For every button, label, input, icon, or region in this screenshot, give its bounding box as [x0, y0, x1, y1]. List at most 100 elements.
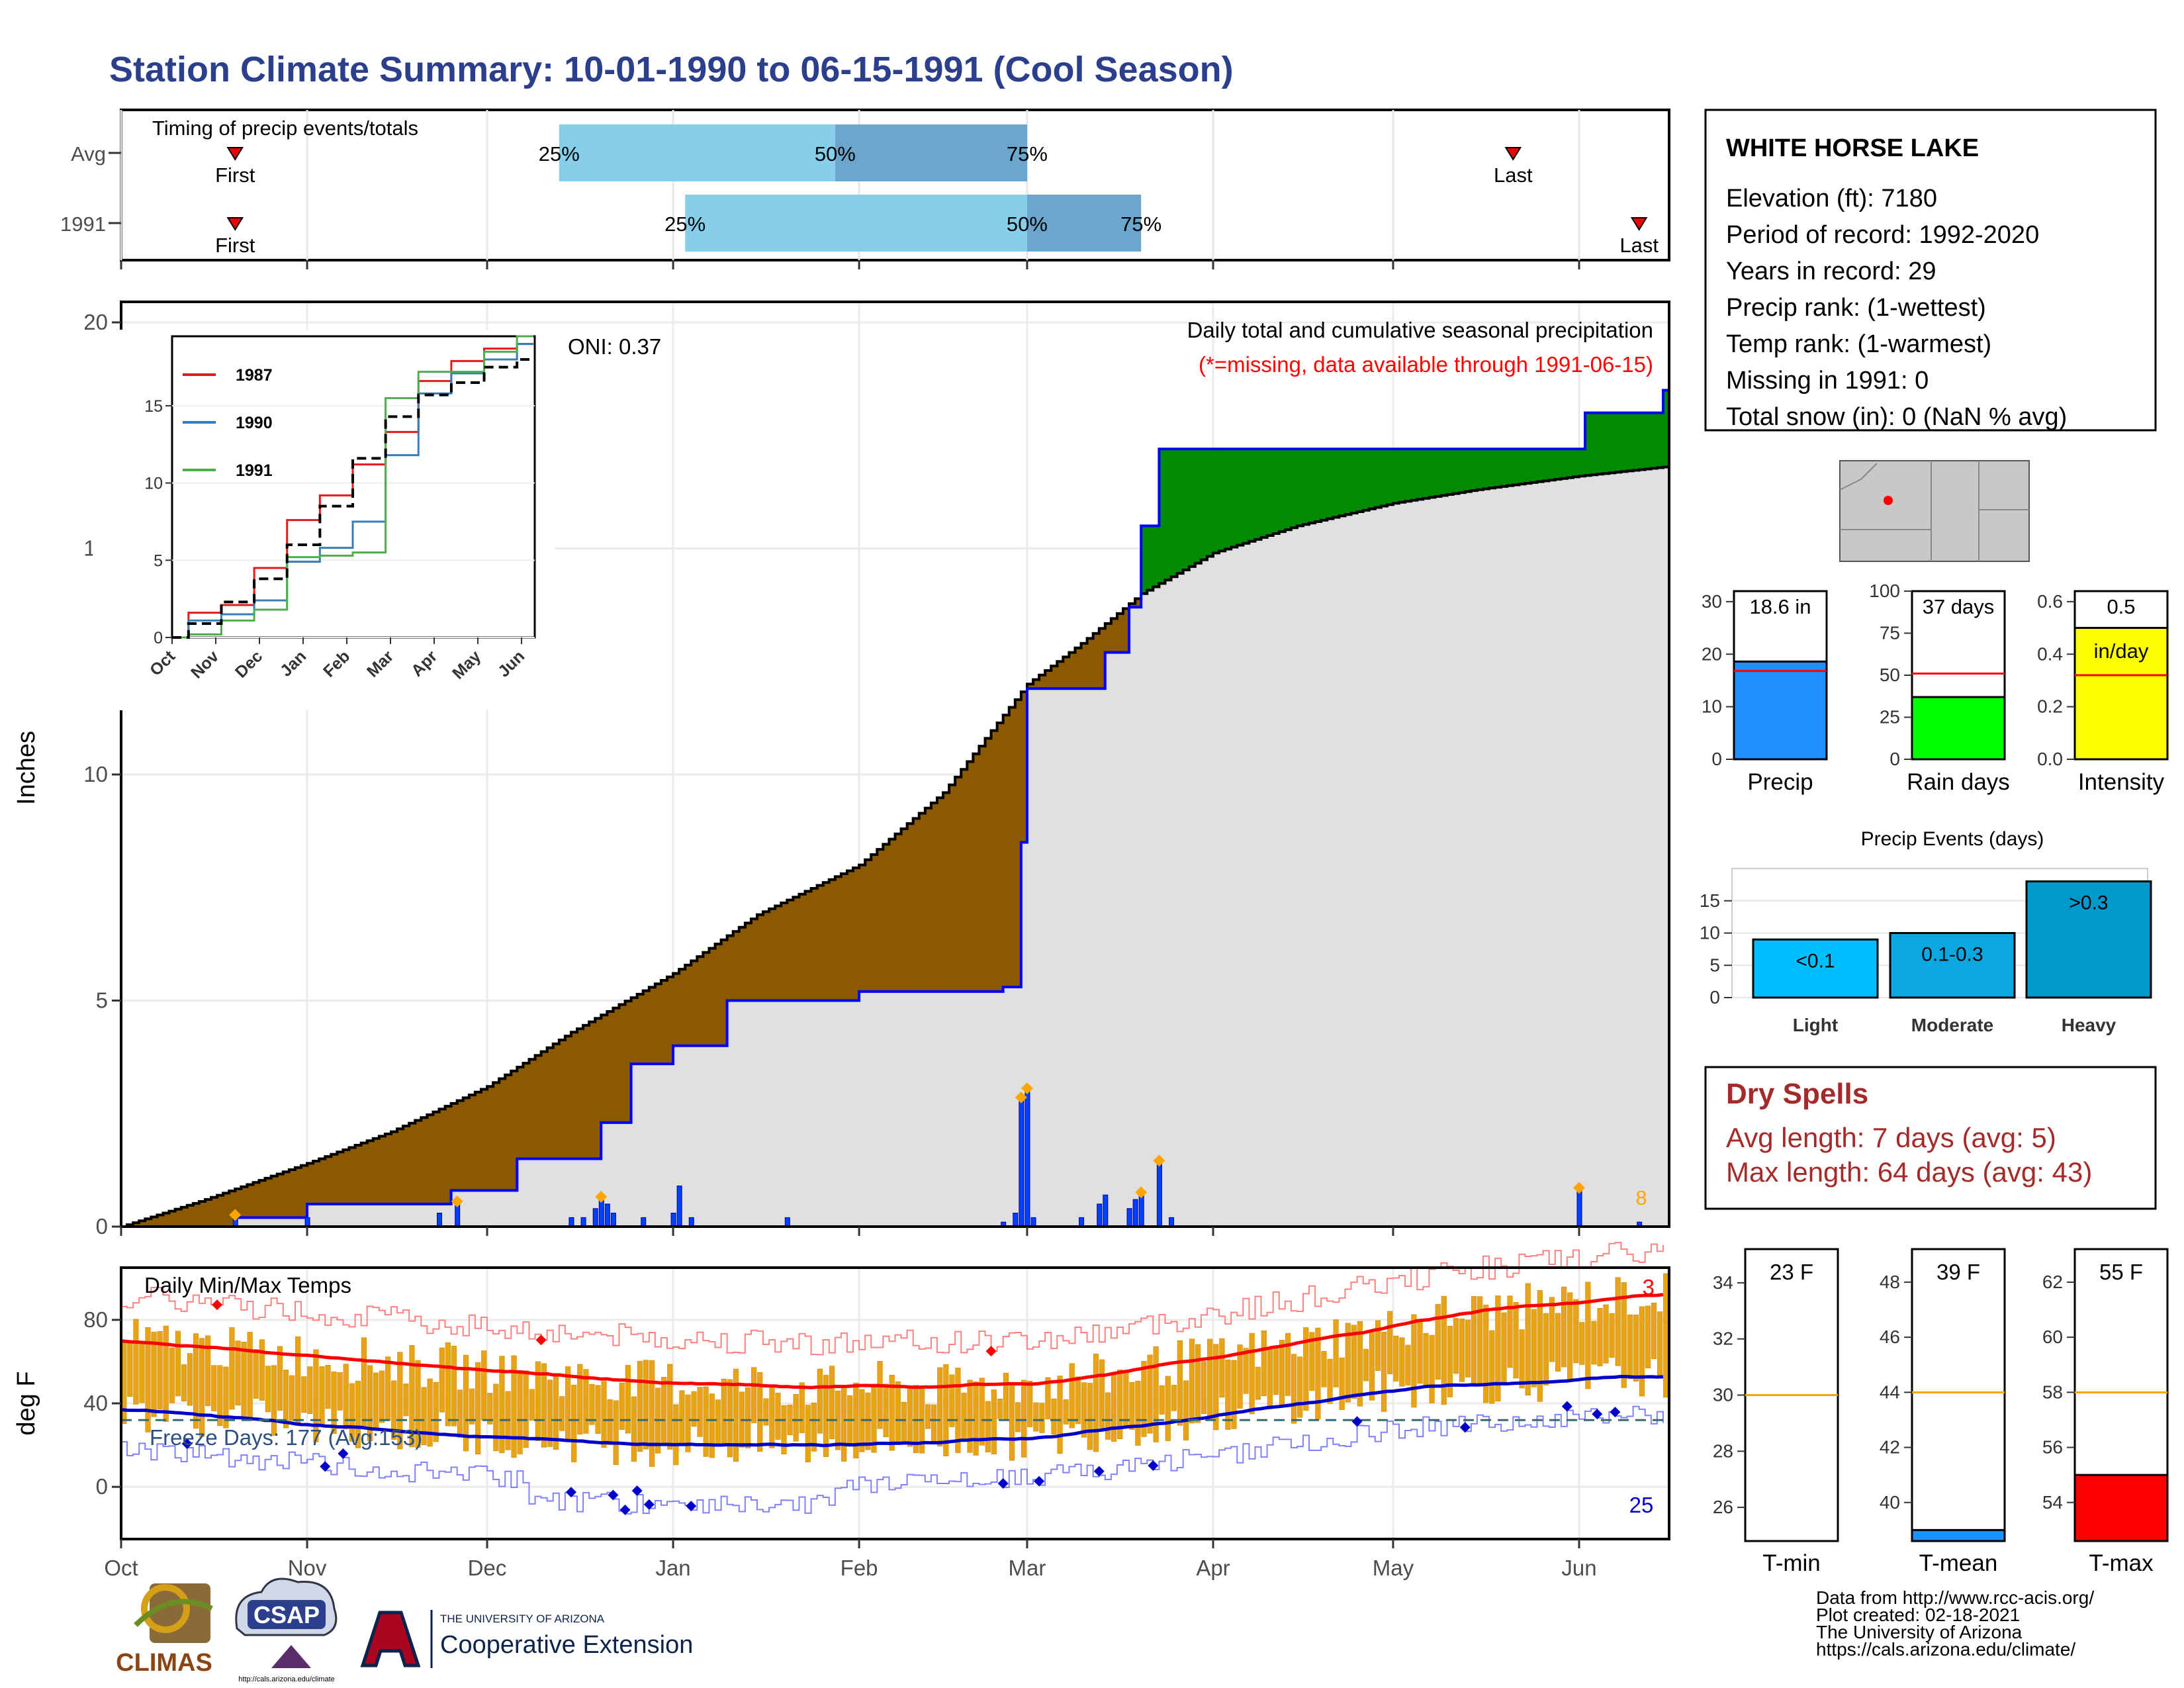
temp-summary-label: T-max [2089, 1550, 2154, 1576]
daily-temp-bar [493, 1383, 499, 1452]
deficit-area-segment [265, 1178, 272, 1218]
deficit-area-segment [607, 1011, 614, 1123]
deficit-area-segment [660, 980, 668, 1064]
daily-temp-bar [523, 1370, 529, 1448]
daily-temp-bar [1201, 1361, 1207, 1415]
deficit-area-segment [133, 1223, 140, 1227]
precip-event-marker [1573, 1182, 1586, 1194]
temp-summary-y-tick-label: 42 [1880, 1437, 1900, 1458]
events-bar-label: Heavy [2062, 1015, 2116, 1035]
precip-event-marker [1135, 1186, 1148, 1199]
record-low-count: 25 [1629, 1493, 1654, 1517]
daily-temp-bar [1591, 1321, 1597, 1365]
temp-summary-bar [1911, 1528, 2006, 1542]
surplus-area-segment [1147, 526, 1154, 590]
daily-temp-bar [1141, 1360, 1147, 1437]
daily-temp-bar [511, 1355, 517, 1458]
daily-temp-bar [943, 1364, 949, 1456]
daily-temp-bar [319, 1366, 325, 1425]
deficit-area-segment [1039, 675, 1046, 689]
deficit-area-segment [625, 1001, 632, 1123]
daily-temp-bar [1093, 1353, 1099, 1452]
daily-precip-bar [1097, 1203, 1103, 1227]
daily-temp-bar [1255, 1366, 1261, 1400]
deficit-area-segment [1045, 670, 1052, 689]
deficit-area-segment [577, 1029, 584, 1159]
ua-a-mark [360, 1611, 421, 1667]
summary-y-tick-label: 50 [1880, 665, 1900, 685]
surplus-area-segment [1591, 412, 1598, 475]
deficit-area-segment [997, 722, 1004, 992]
deficit-area-segment [229, 1191, 236, 1227]
x-axis-month-label: Dec [468, 1556, 507, 1580]
surplus-area-segment [1429, 449, 1436, 498]
footer: CLIMAS CSAP http://cals.arizona.edu/climat… [116, 1577, 2094, 1683]
surplus-area-segment [1657, 412, 1664, 468]
ua-top-text: THE UNIVERSITY OF ARIZONA [440, 1613, 605, 1625]
daily-temp-bar [1087, 1383, 1093, 1450]
deficit-area-segment [199, 1201, 206, 1227]
first-event-label: First [215, 234, 255, 257]
daily-precip-bar [1576, 1190, 1582, 1227]
daily-temp-bar [1645, 1305, 1651, 1369]
deficit-area-segment [283, 1172, 290, 1218]
daily-precip-bar [688, 1217, 694, 1227]
deficit-area-segment [985, 738, 992, 992]
deficit-area-segment [775, 906, 782, 1001]
deficit-area-segment [379, 1136, 386, 1204]
timing-bar-25-50 [685, 195, 1027, 252]
deficit-area-segment [169, 1211, 176, 1227]
precip-frame [120, 301, 1670, 1228]
daily-temp-bar [1417, 1319, 1423, 1384]
surplus-area-segment [1159, 449, 1166, 584]
daily-temp-bar [235, 1340, 241, 1406]
temp-summary-chart: 26 28 30 32 34 23 F T-min [1713, 1248, 1839, 1576]
daily-temp-bar [1153, 1346, 1159, 1442]
deficit-area-segment [570, 1032, 578, 1159]
daily-temp-bar [541, 1363, 547, 1448]
deficit-area-segment [697, 957, 704, 1046]
temp-summary-frame [1911, 1248, 2006, 1542]
record-low-marker [1592, 1409, 1603, 1420]
deficit-area-segment [463, 1098, 470, 1191]
daily-temp-bar [265, 1366, 271, 1413]
x-axis-month-label: Jun [1561, 1556, 1596, 1580]
record-low-marker [997, 1478, 1009, 1489]
daily-temp-bar [187, 1353, 193, 1406]
deficit-area-segment [1069, 652, 1076, 689]
deficit-area-segment [799, 894, 806, 1001]
deficit-area-segment [793, 897, 800, 1001]
event-count-label: 8 [1635, 1186, 1647, 1209]
daily-temp-bar [1633, 1315, 1639, 1382]
daily-temp-bar [1303, 1327, 1309, 1411]
daily-temp-bar [1099, 1359, 1105, 1429]
daily-precip-bar [670, 1213, 676, 1227]
deficit-area-segment [637, 994, 644, 1064]
summary-bar-label: Rain days [1907, 769, 2010, 795]
deficit-area-segment [931, 802, 938, 992]
daily-temp-bar [1465, 1319, 1471, 1378]
daily-precip-bar [1138, 1194, 1144, 1227]
deficit-area-segment [175, 1209, 182, 1227]
precip-caption-missing: (*=missing, data available through 1991-… [1199, 352, 1653, 377]
deficit-area-segment [919, 813, 926, 992]
surplus-area-segment [1465, 449, 1472, 492]
daily-temp-bar [283, 1370, 289, 1429]
record-low-marker [1034, 1476, 1045, 1487]
temp-y-tick-label: 0 [96, 1474, 108, 1499]
timing-p75-label: 75% [1007, 142, 1048, 165]
events-title: Precip Events (days) [1861, 828, 2044, 850]
surplus-area-segment [1423, 449, 1430, 498]
daily-temp-bar [985, 1401, 991, 1453]
record-low-marker [1561, 1401, 1572, 1412]
csap-mountain [271, 1645, 311, 1668]
summary-bar-label: Precip [1747, 769, 1813, 795]
daily-precip-bar [604, 1203, 610, 1227]
deficit-area-segment [756, 914, 764, 1001]
deficit-area-segment [901, 828, 908, 992]
deficit-area-segment [295, 1167, 302, 1218]
deficit-area-segment [655, 984, 662, 1064]
daily-temp-bar [445, 1342, 451, 1427]
surplus-area-segment [1351, 449, 1358, 514]
precip-event-marker [451, 1195, 463, 1207]
